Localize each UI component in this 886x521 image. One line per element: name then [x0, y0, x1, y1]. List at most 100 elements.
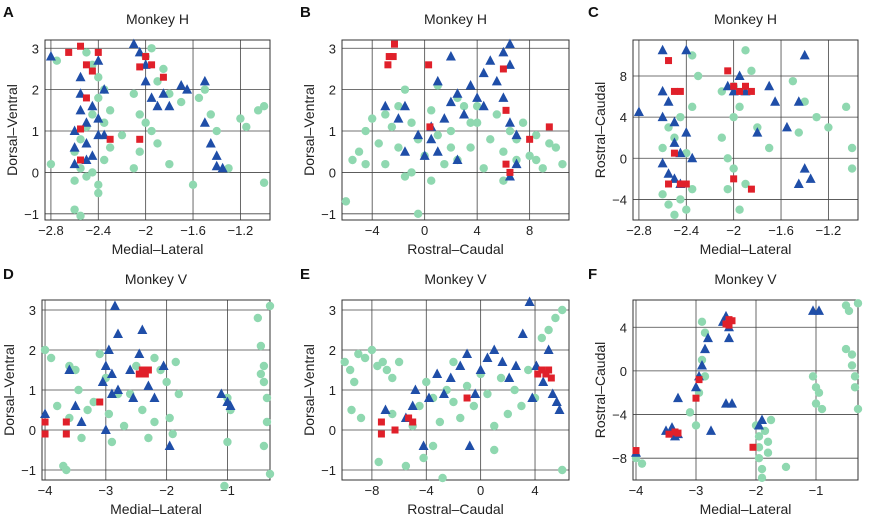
green-circle-point	[469, 401, 479, 411]
red-square-point	[538, 366, 546, 374]
blue-triangle-point	[669, 137, 680, 147]
x-tick-label: −1.6	[180, 223, 206, 238]
blue-triangle-point	[211, 150, 222, 160]
y-tick-label: 3	[32, 41, 39, 56]
y-tick-label: 1	[329, 124, 336, 139]
red-square-point	[389, 53, 397, 61]
green-circle-point	[754, 443, 764, 452]
x-tick-label: −3	[689, 483, 704, 498]
green-circle-point	[691, 421, 701, 430]
red-square-point	[94, 48, 102, 56]
green-circle-point	[95, 349, 104, 359]
green-circle-point	[153, 77, 162, 86]
red-square-point	[730, 82, 738, 90]
green-circle-point	[188, 180, 198, 190]
blue-triangle-point	[432, 75, 443, 86]
green-circle-point	[105, 106, 115, 115]
green-circle-point	[262, 393, 272, 403]
red-square-point	[728, 317, 736, 325]
red-square-point	[405, 414, 413, 422]
blue-triangle-point	[724, 332, 734, 343]
blue-triangle-point	[543, 344, 554, 354]
green-circle-point	[176, 97, 186, 107]
red-square-point	[135, 370, 143, 378]
green-circle-point	[256, 369, 266, 379]
blue-triangle-point	[199, 75, 210, 86]
green-circle-point	[259, 361, 269, 371]
green-circle-point	[88, 168, 97, 177]
blue-triangle-point	[793, 96, 804, 106]
green-circle-point	[212, 126, 221, 136]
green-circle-point	[129, 89, 139, 98]
green-circle-point	[440, 159, 449, 169]
green-circle-point	[850, 372, 860, 381]
green-circle-point	[117, 130, 127, 140]
plot-frame	[341, 39, 570, 221]
green-circle-point	[847, 361, 857, 370]
blue-triangle-point	[158, 88, 169, 98]
green-circle-point	[824, 123, 833, 132]
red-square-point	[136, 135, 144, 143]
blue-triangle-point	[225, 400, 236, 410]
red-square-point	[385, 53, 393, 61]
x-axis-label: Rostral–Caudal	[407, 241, 504, 257]
green-circle-point	[729, 112, 738, 122]
green-circle-point	[162, 377, 171, 387]
blue-triangle-point	[511, 158, 522, 169]
y-tick-label: 3	[29, 303, 36, 318]
blue-triangle-point	[497, 356, 508, 366]
green-circle-point	[394, 143, 403, 152]
blue-triangle-point	[69, 158, 80, 169]
x-tick-label: −4	[38, 483, 53, 498]
blue-triangle-point	[75, 104, 86, 115]
green-circle-point	[551, 143, 561, 152]
blue-triangle-point	[504, 372, 515, 382]
blue-triangle-point	[399, 100, 410, 111]
y-tick-label: 2	[32, 83, 39, 98]
blue-triangle-point	[445, 372, 456, 382]
red-square-point	[41, 430, 49, 438]
red-square-point	[632, 447, 640, 455]
blue-triangle-point	[40, 408, 51, 418]
green-circle-point	[428, 441, 438, 451]
green-circle-point	[531, 130, 541, 140]
red-square-point	[665, 180, 673, 188]
blue-triangle-point	[143, 380, 154, 390]
blue-triangle-point	[663, 96, 674, 106]
green-circle-point	[492, 110, 502, 119]
green-circle-point	[741, 46, 750, 55]
plot-frame	[632, 39, 859, 221]
green-circle-point	[850, 383, 860, 392]
red-square-point	[62, 430, 70, 438]
blue-triangle-point	[752, 127, 763, 137]
green-circle-point	[77, 433, 86, 443]
green-circle-point	[844, 306, 854, 316]
red-square-point	[725, 321, 733, 329]
x-tick-label: −2	[159, 483, 174, 498]
green-circle-point	[812, 112, 821, 122]
green-circle-point	[147, 44, 156, 53]
green-circle-point	[847, 143, 857, 153]
blue-triangle-point	[754, 419, 764, 430]
green-circle-point	[356, 413, 366, 423]
y-tick-label: 0	[620, 151, 627, 166]
green-circle-point	[82, 172, 91, 181]
red-square-point	[82, 61, 90, 69]
blue-triangle-point	[462, 348, 473, 358]
blue-triangle-point	[455, 360, 466, 370]
green-circle-point	[717, 133, 727, 142]
blue-triangle-point	[76, 416, 87, 426]
blue-triangle-point	[399, 146, 410, 156]
blue-triangle-point	[419, 150, 430, 160]
green-circle-point	[853, 299, 863, 308]
green-circle-point	[70, 205, 79, 214]
green-circle-point	[754, 432, 764, 441]
green-circle-point	[435, 417, 445, 427]
green-circle-point	[70, 176, 79, 185]
plot-frame	[41, 299, 271, 481]
green-circle-point	[387, 122, 397, 132]
red-square-point	[670, 149, 678, 157]
y-tick-label: −1	[21, 463, 36, 478]
blue-triangle-point	[657, 85, 668, 96]
